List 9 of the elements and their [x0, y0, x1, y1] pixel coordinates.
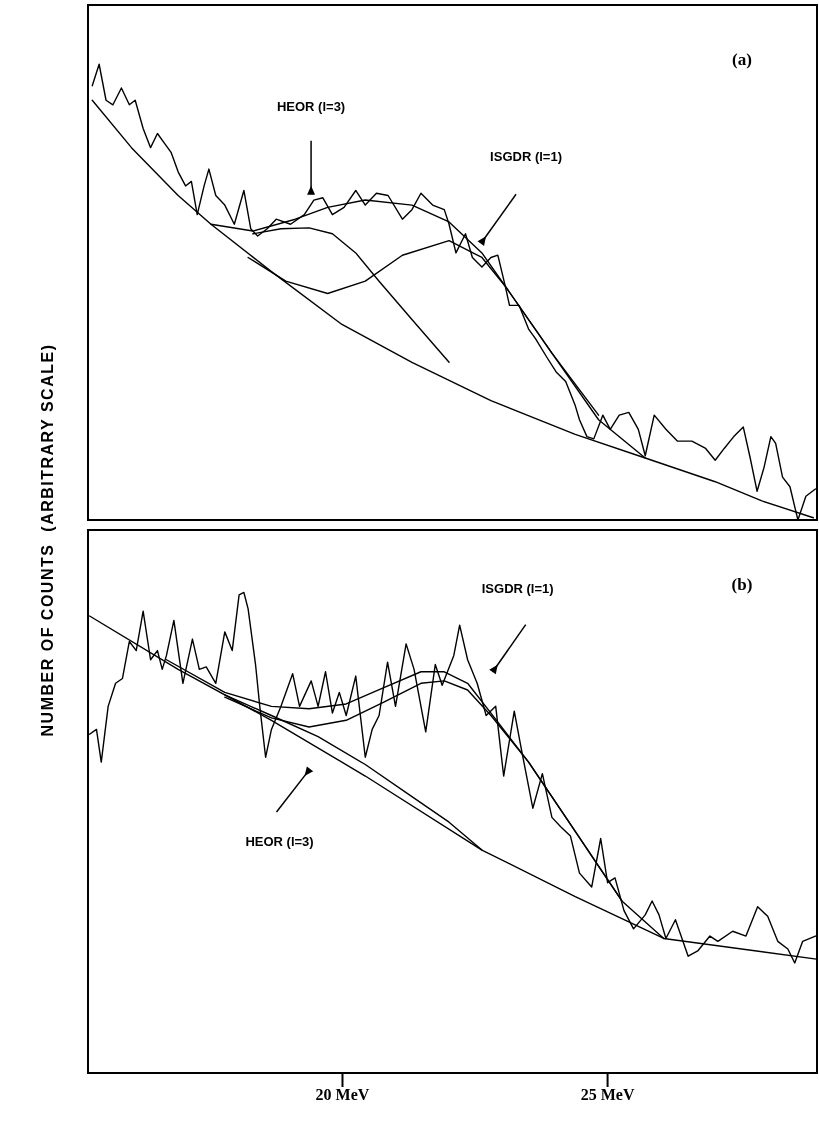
x-tick-label: 20 MeV	[315, 1086, 370, 1104]
y-axis-title: NUMBER OF COUNTS (ARBITRARY SCALE)	[39, 343, 57, 737]
annotation: ISGDR (l=1)	[481, 580, 554, 596]
x-tick-label: 25 MeV	[580, 1086, 635, 1104]
annotation: HEOR (l=3)	[276, 98, 346, 114]
annotation: HEOR (l=3)	[245, 833, 314, 849]
chart-title: (a)	[732, 50, 752, 69]
annotation: ISGDR (l=1)	[490, 149, 562, 165]
chart-title: (b)	[731, 575, 753, 594]
